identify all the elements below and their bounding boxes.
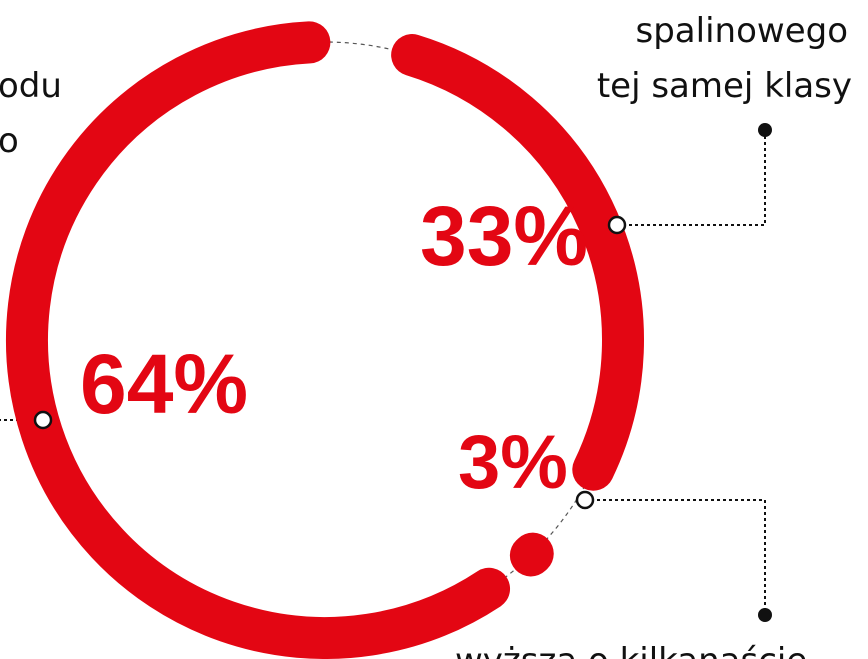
leader-dot — [758, 608, 772, 622]
leader-line — [617, 130, 766, 226]
markers — [33, 123, 772, 622]
annotation: wyższa o kilkanaście — [455, 641, 807, 659]
marker — [33, 410, 53, 430]
leader-dot — [758, 123, 772, 137]
leader-line — [585, 499, 766, 615]
value-label: 33% — [420, 189, 588, 283]
marker — [607, 215, 627, 235]
annotation: o — [0, 121, 19, 161]
donut-segment — [391, 34, 644, 491]
annotation: tej samej klasy — [597, 66, 852, 106]
annotation: odu — [0, 66, 62, 106]
donut-segment — [6, 21, 511, 659]
value-label: 3% — [458, 420, 568, 505]
annotation: spalinowego — [636, 11, 848, 51]
marker — [575, 490, 595, 510]
donut-segment — [509, 532, 554, 577]
value-label: 64% — [80, 337, 248, 431]
